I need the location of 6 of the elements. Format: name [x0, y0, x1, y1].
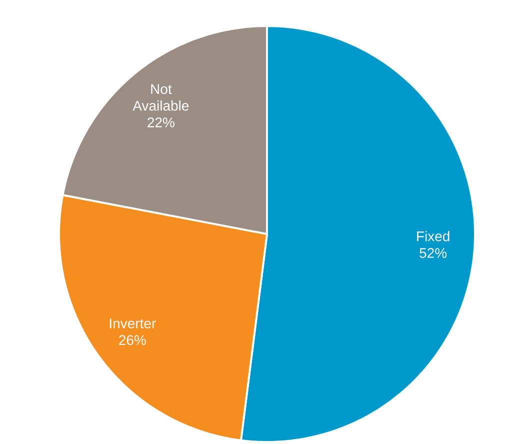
data-label: 26% [119, 335, 146, 346]
slice-label: Inverter [110, 318, 156, 328]
data-label: 22% [148, 117, 174, 128]
data-label: 52% [420, 248, 447, 258]
slice-label: Fixed [417, 230, 450, 242]
slice-label: Not Available [132, 84, 189, 111]
